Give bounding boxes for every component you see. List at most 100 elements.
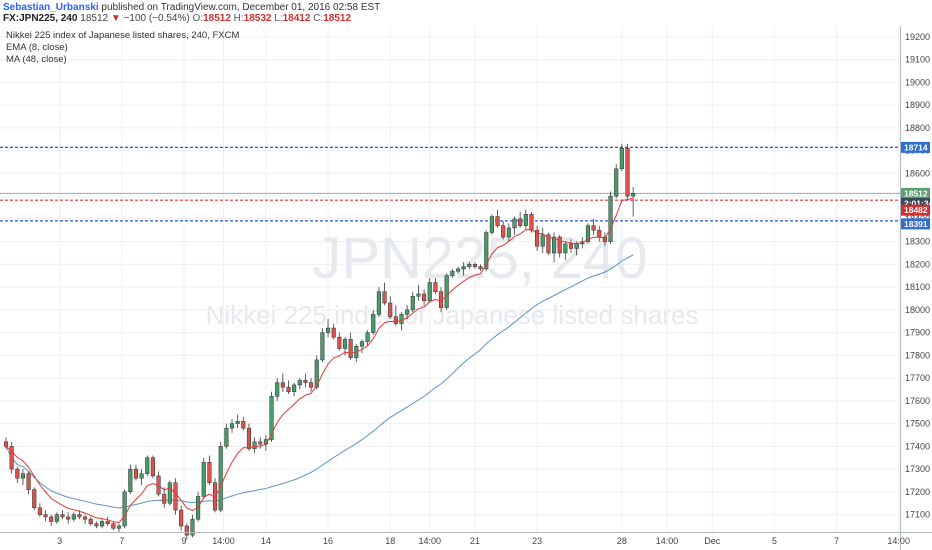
candle-body xyxy=(597,229,602,238)
price-tick-label: 18800 xyxy=(905,123,930,133)
candle-body xyxy=(427,282,432,302)
candle-body xyxy=(433,282,438,292)
symbol-ohlc-line: FX:JPN225, 240 18512 ▼ −100 (−0.54%) O:1… xyxy=(3,13,351,25)
price-tick-label: 18000 xyxy=(905,305,930,315)
price-tag-close-line: 18482 xyxy=(904,205,928,215)
time-tick-label: 5 xyxy=(772,536,777,546)
candle-body xyxy=(410,295,415,311)
price-tag-high-line-bg xyxy=(901,141,930,153)
close-value: 18512 xyxy=(323,13,352,24)
candle-body xyxy=(229,423,235,429)
low-value: 18412 xyxy=(282,13,311,24)
price-tick-label: 17800 xyxy=(905,350,930,360)
candle-body xyxy=(111,523,116,529)
time-tick-label: 14:00 xyxy=(887,536,910,546)
candle-body xyxy=(540,234,545,247)
price-change: −100 (−0.54%) xyxy=(123,13,190,24)
close-label: C: xyxy=(313,13,324,24)
candle-body xyxy=(501,225,506,238)
candle-body xyxy=(173,482,178,511)
price-tick-label: 17700 xyxy=(905,373,930,383)
ema-8-layer xyxy=(5,197,634,524)
candle-body xyxy=(461,266,466,270)
candlestick-series xyxy=(3,143,636,540)
chart-grid xyxy=(0,26,900,532)
candle-body xyxy=(557,236,562,254)
candle-body xyxy=(619,148,624,170)
author-link[interactable]: Sebastian_Urbanski xyxy=(3,2,99,13)
last-price: 18512 xyxy=(80,13,109,24)
time-tick-label: 16 xyxy=(323,536,333,546)
symbol-name[interactable]: FX:JPN225, 240 xyxy=(3,13,78,24)
candle-body xyxy=(371,314,376,333)
candle-body xyxy=(506,227,511,238)
candle-body xyxy=(224,427,229,447)
price-tick-label: 17200 xyxy=(905,487,930,497)
candle-body xyxy=(179,509,184,527)
time-tick-label: 18 xyxy=(385,536,395,546)
price-tick-label: 17300 xyxy=(905,464,930,474)
ma-48-line xyxy=(5,254,634,509)
watermark-symbol: JPN225, 240 xyxy=(312,226,647,291)
candle-body xyxy=(60,514,65,518)
candle-body xyxy=(393,316,398,324)
chart-axes xyxy=(0,26,932,550)
candle-body xyxy=(241,421,246,429)
candle-body xyxy=(116,525,122,529)
candle-body xyxy=(518,218,523,226)
candle-body xyxy=(422,293,427,302)
candle-body xyxy=(405,309,410,315)
candle-body xyxy=(26,473,31,490)
watermark: JPN225, 240 Nikkei 225 index of Japanese… xyxy=(206,226,699,330)
legend-title: Nikkei 225 index of Japanese listed shar… xyxy=(6,30,239,41)
candle-body xyxy=(472,264,477,267)
candle-body xyxy=(66,516,71,520)
price-tag-current-bg xyxy=(901,187,930,199)
candle-body xyxy=(32,489,37,509)
ma-48-layer xyxy=(5,254,634,509)
price-tick-label: 18300 xyxy=(905,237,930,247)
candle-body xyxy=(83,516,88,520)
legend-ma[interactable]: MA (48, close) xyxy=(6,54,67,65)
candle-body xyxy=(399,314,404,324)
candle-body xyxy=(297,380,302,386)
candle-body xyxy=(348,339,353,358)
time-tick-label: 14:00 xyxy=(418,536,441,546)
candle-body xyxy=(20,473,25,479)
candle-body xyxy=(77,514,82,518)
candle-body xyxy=(529,214,534,231)
candle-body xyxy=(484,232,489,270)
candle-body xyxy=(54,514,59,522)
candle-body xyxy=(331,327,336,338)
price-tag-countdown-bg xyxy=(901,197,930,209)
candle-body xyxy=(416,293,421,297)
candle-body xyxy=(478,266,483,270)
price-tick-label: 18900 xyxy=(905,100,930,110)
high-label: H: xyxy=(233,13,244,24)
candle-body xyxy=(167,482,172,504)
open-value: 18512 xyxy=(203,13,231,24)
candle-body xyxy=(43,514,48,518)
time-axis-labels: 3 7 9 14:00 14 16 18 14:00 21 23 28 14:00 Dec 5 7 14:00 xyxy=(57,536,910,546)
price-tick-label: 17400 xyxy=(905,441,930,451)
candle-body xyxy=(280,382,285,388)
price-tick-label: 18100 xyxy=(905,282,930,292)
candle-body xyxy=(602,236,607,242)
candle-body xyxy=(467,264,472,267)
candle-body xyxy=(382,291,387,304)
candle-body xyxy=(139,473,144,479)
candle-body xyxy=(326,327,331,333)
candle-body xyxy=(71,514,76,520)
candle-body xyxy=(269,396,274,440)
candle-body xyxy=(275,382,280,397)
candle-body xyxy=(574,243,579,249)
candle-body xyxy=(342,339,348,349)
price-chart[interactable]: JPN225, 240 Nikkei 225 index of Japanese… xyxy=(0,26,932,550)
candle-body xyxy=(546,234,551,254)
price-tick-label: 18600 xyxy=(905,168,930,178)
price-tag-close-line-bg xyxy=(901,204,930,216)
low-label: L: xyxy=(274,13,283,24)
legend-ema[interactable]: EMA (8, close) xyxy=(6,42,68,53)
